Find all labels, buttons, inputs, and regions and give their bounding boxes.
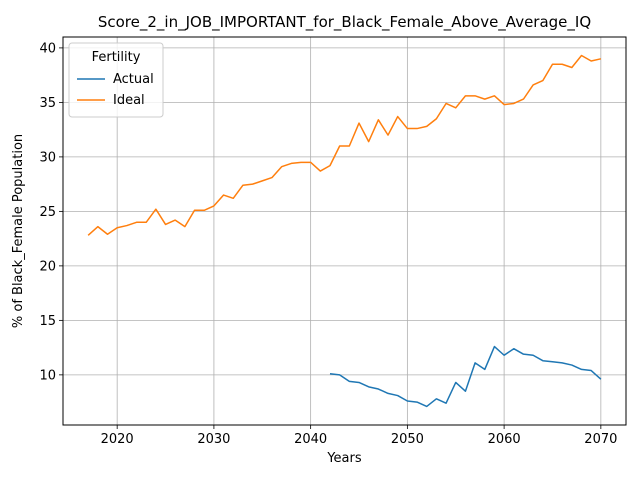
axis-ticks: 2020 2030 2040 2050 2060 2070 10 15 20 25 30 35 40 bbox=[39, 41, 617, 447]
series-lines bbox=[87, 54, 602, 408]
legend-box bbox=[68, 42, 164, 118]
y-tick-label: 30 bbox=[39, 150, 56, 165]
y-tick-label: 25 bbox=[39, 205, 56, 220]
y-axis-label: % of Black_Female Population bbox=[11, 134, 26, 328]
y-tick-label: 10 bbox=[39, 368, 56, 383]
legend-label-ideal: Ideal bbox=[113, 93, 145, 108]
legend: Fertility Actual Ideal bbox=[68, 42, 164, 118]
y-tick-label: 40 bbox=[39, 41, 56, 56]
legend-title: Fertility bbox=[92, 50, 141, 65]
x-axis-label: Years bbox=[326, 451, 362, 466]
x-tick-label: 2020 bbox=[101, 432, 134, 447]
y-tick-label: 20 bbox=[39, 259, 56, 274]
legend-items: Actual Ideal bbox=[77, 72, 154, 108]
chart-title: Score_2_in_JOB_IMPORTANT_for_Black_Femal… bbox=[98, 13, 591, 32]
y-tick-label: 35 bbox=[39, 96, 56, 111]
x-tick-label: 2040 bbox=[294, 432, 327, 447]
series-line-ideal bbox=[87, 54, 602, 236]
x-tick-label: 2030 bbox=[197, 432, 230, 447]
legend-label-actual: Actual bbox=[113, 72, 154, 87]
y-tick-label: 15 bbox=[39, 314, 56, 329]
series-line-actual bbox=[329, 345, 602, 408]
x-tick-label: 2060 bbox=[488, 432, 521, 447]
x-tick-label: 2070 bbox=[584, 432, 617, 447]
plot-area-frame bbox=[62, 36, 627, 426]
x-tick-label: 2050 bbox=[391, 432, 424, 447]
